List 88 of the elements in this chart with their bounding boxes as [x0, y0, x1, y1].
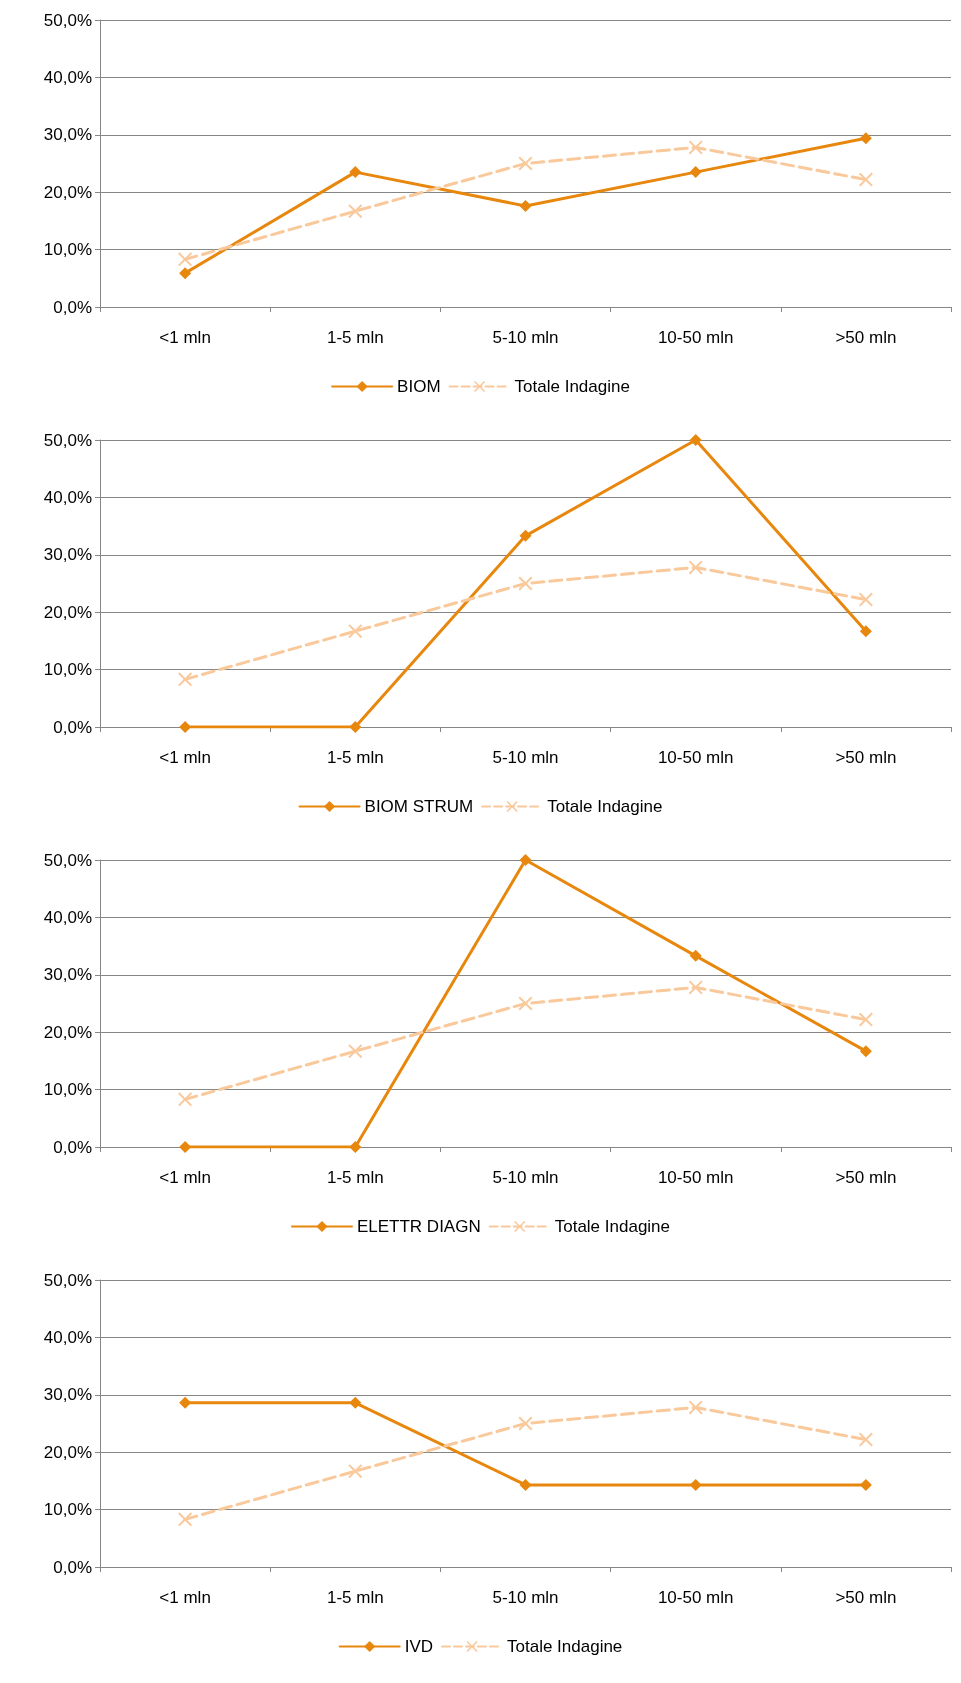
x-tick-label: 5-10 mln	[492, 1588, 559, 1607]
x-tick-label: <1 mln	[159, 1168, 211, 1187]
y-tick-label: 20,0%	[43, 1022, 92, 1042]
point	[689, 434, 702, 446]
x-tick-label: 5-10 mln	[492, 328, 559, 347]
x-tick-label: 1-5 mln	[326, 328, 384, 347]
x-tick-label: 10-50 mln	[657, 328, 734, 347]
legend-label: Totale Indagine	[507, 1637, 623, 1656]
y-tick-label: 50,0%	[43, 1270, 92, 1290]
legend-label: BIOM STRUM	[364, 797, 474, 816]
point	[689, 1478, 702, 1491]
point	[688, 1400, 703, 1415]
y-tick-label: 0,0%	[53, 1137, 92, 1157]
legend-label: Totale Indagine	[554, 1217, 671, 1236]
y-tick-label: 50,0%	[43, 10, 92, 30]
y-tick-label: 50,0%	[43, 430, 92, 450]
point	[519, 529, 532, 542]
y-tick-label: 20,0%	[43, 1442, 92, 1462]
x-tick-label: 5-10 mln	[492, 748, 559, 767]
y-tick-label: 0,0%	[53, 297, 92, 317]
x-tick-label: 10-50 mln	[657, 1588, 734, 1607]
point	[858, 592, 873, 607]
point	[179, 267, 192, 280]
point	[519, 199, 532, 212]
x-tick-label: >50 mln	[835, 328, 897, 347]
point	[689, 949, 702, 962]
y-tick-label: 30,0%	[43, 545, 92, 565]
point	[178, 1512, 193, 1527]
x-tick-label: <1 mln	[159, 748, 211, 767]
point	[519, 1478, 532, 1491]
point	[688, 560, 703, 575]
legend-label: Totale Indagine	[514, 377, 630, 396]
x-tick-label: >50 mln	[835, 1588, 897, 1607]
point	[858, 1432, 873, 1447]
y-tick-label: 30,0%	[43, 125, 92, 145]
x-tick-label: 1-5 mln	[326, 748, 384, 767]
point	[688, 980, 703, 995]
y-tick-label: 0,0%	[53, 1557, 92, 1577]
point	[349, 721, 362, 733]
x-tick-label: >50 mln	[835, 1168, 897, 1187]
point	[859, 132, 872, 145]
point	[348, 624, 363, 639]
y-tick-label: 10,0%	[43, 1080, 92, 1100]
y-tick-label: 40,0%	[43, 67, 92, 87]
point	[349, 1396, 362, 1409]
x-tick-label: 1-5 mln	[326, 1168, 384, 1187]
x-tick-label: 10-50 mln	[657, 1168, 734, 1187]
y-tick-label: 10,0%	[43, 240, 92, 260]
x-tick-label: 1-5 mln	[326, 1588, 384, 1607]
y-tick-label: 10,0%	[43, 1500, 92, 1520]
x-tick-label: 10-50 mln	[657, 748, 734, 767]
legend-label: ELETTR DIAGN	[356, 1217, 481, 1236]
x-tick-label: <1 mln	[159, 1588, 211, 1607]
point	[858, 1012, 873, 1027]
x-tick-label: <1 mln	[159, 328, 211, 347]
point	[518, 1416, 533, 1431]
point	[349, 166, 362, 179]
point	[178, 1092, 193, 1107]
point	[348, 1044, 363, 1059]
point	[518, 156, 533, 171]
point	[348, 204, 363, 219]
point	[689, 166, 702, 179]
point	[518, 996, 533, 1011]
legend-label: IVD	[404, 1637, 434, 1656]
y-tick-label: 20,0%	[43, 182, 92, 202]
point	[348, 1464, 363, 1479]
point	[518, 576, 533, 591]
y-tick-label: 40,0%	[43, 907, 92, 927]
y-tick-label: 10,0%	[43, 660, 92, 680]
point	[349, 1141, 362, 1153]
y-tick-label: 30,0%	[43, 1385, 92, 1405]
y-tick-label: 50,0%	[43, 850, 92, 870]
point	[859, 625, 872, 638]
y-tick-label: 30,0%	[43, 965, 92, 985]
point	[859, 1045, 872, 1058]
x-tick-label: 5-10 mln	[492, 1168, 559, 1187]
y-tick-label: 20,0%	[43, 602, 92, 622]
y-tick-label: 40,0%	[43, 1327, 92, 1347]
y-tick-label: 40,0%	[43, 487, 92, 507]
legend-label: BIOM	[397, 377, 441, 396]
point	[178, 672, 193, 687]
y-tick-label: 0,0%	[53, 717, 92, 737]
point	[858, 172, 873, 187]
x-tick-label: >50 mln	[835, 748, 897, 767]
point	[178, 252, 193, 267]
legend-label: Totale Indagine	[547, 797, 663, 816]
point	[688, 140, 703, 155]
point	[519, 854, 532, 866]
